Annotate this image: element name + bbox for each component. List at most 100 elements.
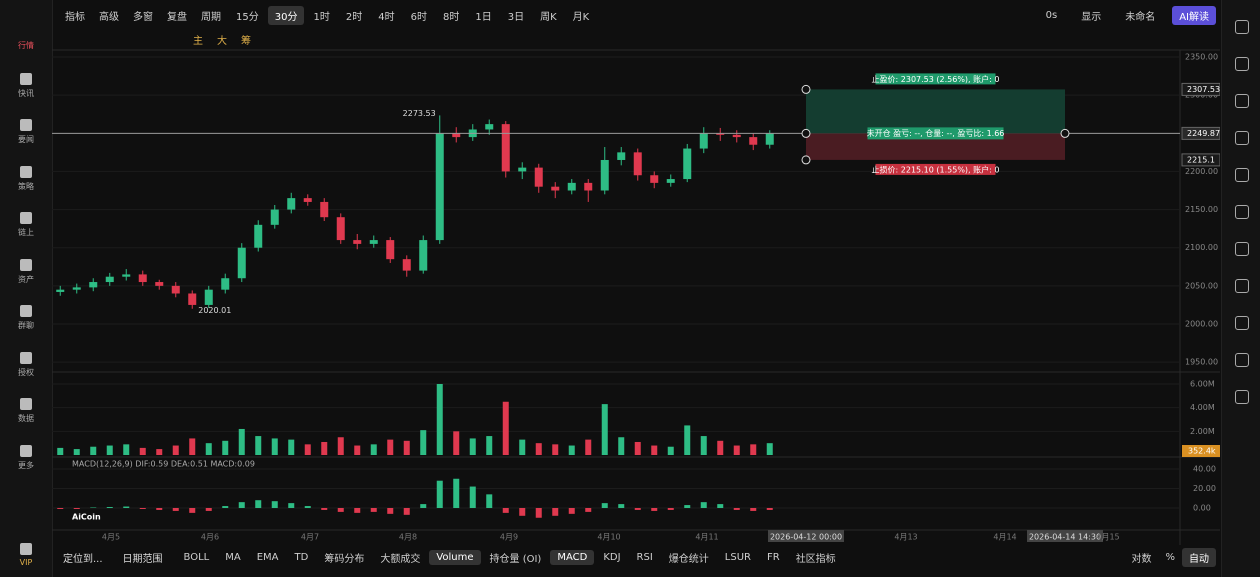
indicator-button[interactable]: MA [225,551,241,563]
indicator-button[interactable]: Volume [429,549,481,565]
draw-tool[interactable]: 筹 [241,35,251,47]
period-button[interactable]: 2时 [345,11,363,23]
indicator-button[interactable]: 大额成交 [380,553,421,565]
tool-icon[interactable] [1235,316,1249,330]
tool-icon[interactable] [1235,168,1249,182]
sidebar-item[interactable]: 授权 [0,351,52,378]
indicator-button[interactable]: 持仓量 (OI) [489,553,542,565]
period-button[interactable]: 1时 [313,11,330,23]
indicator-button[interactable]: 社区指标 [795,553,836,565]
candle-body [303,198,312,202]
candle-body [204,289,213,305]
high-marker: 2273.53 [403,109,436,118]
period-button[interactable]: 月K [572,11,590,23]
tool-icon[interactable] [1235,353,1249,367]
handle[interactable] [801,155,811,165]
indicator-button[interactable]: EMA [256,551,279,563]
period-button[interactable]: 4时 [378,11,395,23]
indicator-button[interactable]: MACD [550,549,595,565]
tool-icon[interactable] [1235,94,1249,108]
price-tag-label: 2215.1 [1187,155,1215,164]
bottom-button[interactable]: 定位到... [63,553,103,565]
toolbar-button[interactable]: 复盘 [167,11,187,23]
sidebar-item[interactable]: 链上 [0,212,52,238]
macd-bar [189,508,196,513]
sidebar-item[interactable]: 快讯 [0,72,52,99]
bottom-button[interactable]: % [1165,551,1175,563]
handle[interactable] [1060,128,1070,138]
handle[interactable] [801,128,811,138]
sidebar-item[interactable]: 群聊 [0,305,52,331]
indicator-button[interactable]: 爆仓统计 [668,553,709,565]
right-toolbar [1221,0,1260,577]
toolbar-button[interactable]: 高级 [99,11,119,23]
draw-tool[interactable]: 主 [193,35,203,47]
period-menu[interactable]: 周期 [201,11,221,23]
indicator-button[interactable]: BOLL [183,551,210,563]
indicator-button[interactable]: FR [766,551,780,563]
toolbar-button[interactable]: 0s [1045,9,1058,21]
x-label: 4月7 [301,533,319,542]
tool-icon[interactable] [1235,20,1249,34]
x-label: 4月15 [1096,533,1119,542]
price-tick-label: 2200.00 [1185,167,1218,176]
volume-tick-label: 6.00M [1190,380,1215,389]
macd-bar [453,478,460,508]
volume-bar [486,436,493,455]
volume-bar [585,439,592,455]
indicator-button[interactable]: 筹码分布 [324,553,365,565]
sidebar-label: 策略 [18,181,34,191]
indicator-button[interactable]: RSI [636,551,653,563]
bottom-button[interactable]: 对数 [1131,553,1152,565]
tool-icon[interactable] [1235,57,1249,71]
draw-tool[interactable]: 大 [217,35,227,47]
sidebar-item[interactable]: 要闻 [0,119,52,145]
bottom-bar: 定位到... 日期范围 BOLL MA EMA TD 筹码分布 大额成交 Volume 持仓量 (… [56,548,844,566]
sidebar-label: 要闻 [18,135,34,144]
toolbar-button[interactable]: 指标 [65,11,85,23]
period-button[interactable]: 周K [540,11,557,23]
period-button[interactable]: 3日 [507,11,525,23]
period-button[interactable]: 30分 [267,5,305,25]
period-button[interactable]: 15分 [236,11,259,23]
macd-bar [766,508,773,510]
indicator-button[interactable]: LSUR [724,551,751,563]
tool-icon[interactable] [1235,390,1249,404]
sidebar-item[interactable]: VIP [0,543,52,567]
handle[interactable] [801,84,811,94]
period-button[interactable]: 6时 [410,11,427,23]
macd-bar [502,508,509,513]
toolbar-button[interactable]: 显示 [1081,11,1102,23]
macd-bar [337,508,344,512]
sidebar-item[interactable]: 资产 [0,258,52,285]
tool-icon[interactable] [1235,205,1249,219]
macd-bar [238,502,245,508]
sidebar: 行情 快讯 要闻 策略 链上 资产 群聊 授权 数据 更多 VIP [0,0,53,577]
macd-bar [519,508,526,516]
sidebar-item[interactable]: 数据 [0,398,52,424]
volume-bar [123,444,130,455]
macd-bar [684,505,691,508]
tool-icon[interactable] [1235,279,1249,293]
volume-bar [651,445,658,455]
toolbar-button[interactable]: 多窗 [133,11,153,23]
bottom-button[interactable]: 自动 [1182,547,1216,567]
time-highlight [1027,530,1103,542]
candle-body [237,247,246,279]
tool-icon[interactable] [1235,242,1249,256]
sidebar-item[interactable]: 更多 [0,444,52,471]
bottom-button[interactable]: 日期范围 [122,553,163,565]
indicator-button[interactable]: KDJ [603,551,621,563]
period-button[interactable]: 8时 [442,11,460,23]
macd-bar [57,508,64,509]
toolbar-button[interactable]: AI解读 [1172,5,1216,25]
indicator-button[interactable]: TD [294,551,309,563]
low-marker: 2020.01 [198,306,231,315]
sidebar-label: 数据 [18,414,34,423]
period-button[interactable]: 1日 [475,11,492,23]
toolbar-button[interactable]: 未命名 [1125,11,1156,23]
price-tick-label: 2000.00 [1185,320,1218,329]
position-label: 未开仓 盈亏: --, 仓量: --, 盈亏比: 1.66 [867,128,1005,138]
tool-icon[interactable] [1235,131,1249,145]
sidebar-item[interactable]: 策略 [0,165,52,192]
